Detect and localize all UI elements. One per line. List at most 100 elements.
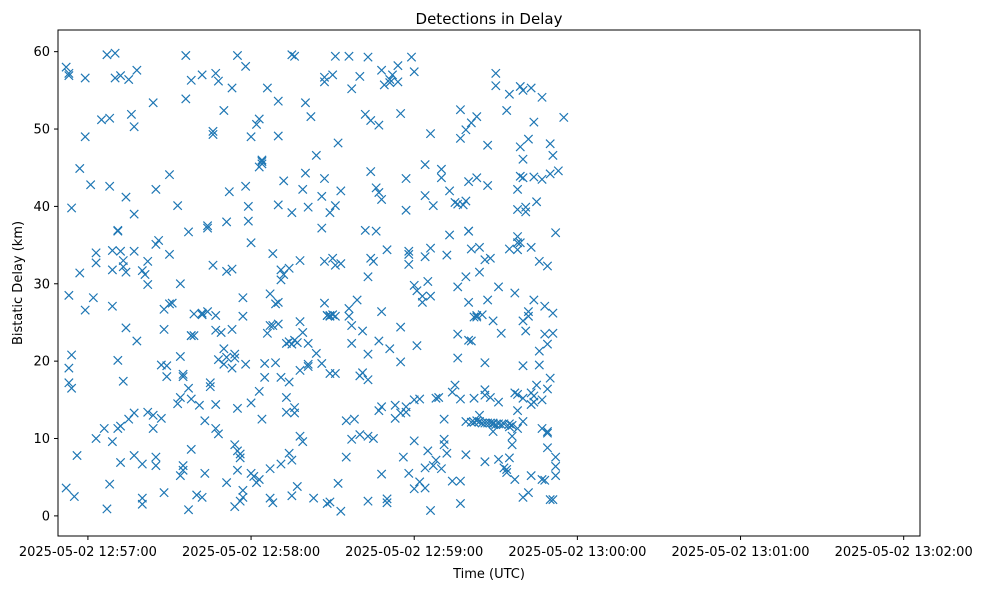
data-point [502, 464, 512, 475]
data-point [303, 338, 313, 348]
data-point [300, 98, 311, 108]
data-point [472, 416, 482, 426]
data-point [548, 328, 558, 338]
data-point [319, 298, 330, 308]
data-point [105, 113, 115, 123]
data-point [303, 361, 313, 372]
data-point [507, 420, 517, 430]
data-point [357, 326, 368, 336]
data-point [99, 423, 109, 434]
data-point [186, 75, 196, 85]
data-point [488, 316, 498, 326]
x-axis: 2025-05-02 12:57:00 2025-05-02 12:58:00 20… [19, 536, 973, 560]
data-point [132, 336, 142, 346]
data-point [164, 249, 175, 259]
data-point [121, 323, 131, 333]
data-point [148, 423, 158, 434]
data-point [420, 483, 430, 493]
data-point [376, 307, 387, 317]
data-point [542, 261, 553, 271]
data-point [534, 256, 544, 266]
data-point [374, 187, 384, 198]
data-point [284, 377, 294, 387]
data-point [219, 359, 229, 369]
data-point [537, 174, 547, 184]
data-point [537, 92, 547, 102]
data-point [540, 329, 550, 339]
data-point [485, 253, 495, 263]
data-point [504, 89, 515, 99]
data-point [404, 249, 414, 259]
data-point [423, 446, 433, 456]
data-point [319, 256, 330, 266]
data-point [230, 349, 240, 359]
data-point [548, 495, 558, 505]
data-point [507, 431, 517, 441]
data-point [257, 414, 267, 424]
data-point [219, 344, 229, 354]
data-point [270, 358, 281, 368]
data-point [273, 297, 283, 307]
data-point [249, 471, 259, 482]
data-point [186, 330, 196, 341]
data-point [243, 216, 253, 226]
data-point [336, 186, 346, 196]
data-point [504, 422, 515, 432]
data-point [523, 488, 534, 498]
data-point [197, 310, 207, 320]
data-point [336, 259, 346, 269]
data-point [273, 131, 283, 141]
data-point [181, 50, 191, 61]
data-point [227, 363, 237, 373]
data-point [526, 83, 536, 93]
data-point [330, 368, 340, 379]
data-point [466, 417, 476, 427]
data-point [251, 119, 262, 130]
data-point [534, 360, 544, 370]
data-point [537, 395, 547, 405]
data-point [404, 246, 414, 256]
data-point [458, 200, 468, 210]
data-point [80, 132, 90, 142]
data-point [510, 288, 520, 298]
data-point [455, 394, 466, 404]
data-point [216, 327, 226, 338]
data-point [194, 400, 205, 410]
data-point [409, 67, 419, 77]
data-point [417, 297, 428, 307]
data-point [545, 139, 555, 149]
y-tick-label: 0 [42, 509, 50, 524]
data-point [499, 463, 509, 473]
data-point [480, 390, 490, 400]
data-point [347, 338, 357, 348]
data-point [428, 201, 438, 211]
data-point [496, 419, 506, 430]
plot-frame [57, 29, 921, 537]
data-point [512, 184, 523, 195]
data-point [178, 371, 188, 382]
data-point [260, 358, 270, 369]
data-point [221, 266, 232, 277]
data-point [257, 156, 267, 167]
data-point [151, 460, 161, 471]
data-point [197, 492, 207, 502]
data-point [230, 353, 240, 363]
data-point [425, 129, 436, 139]
data-point [317, 191, 327, 201]
data-point [436, 164, 447, 174]
data-point [80, 305, 90, 315]
data-point [173, 201, 183, 211]
x-axis-label: Time (UTC) [452, 567, 525, 582]
data-point [265, 289, 275, 299]
data-point [512, 406, 523, 416]
data-point [382, 245, 392, 255]
data-point [208, 260, 218, 270]
data-point [129, 209, 139, 219]
data-point [162, 371, 172, 382]
data-point [284, 448, 294, 458]
data-point [197, 70, 207, 80]
data-point [221, 352, 232, 362]
data-point [550, 452, 561, 462]
data-point [526, 242, 536, 253]
data-point [483, 295, 493, 305]
